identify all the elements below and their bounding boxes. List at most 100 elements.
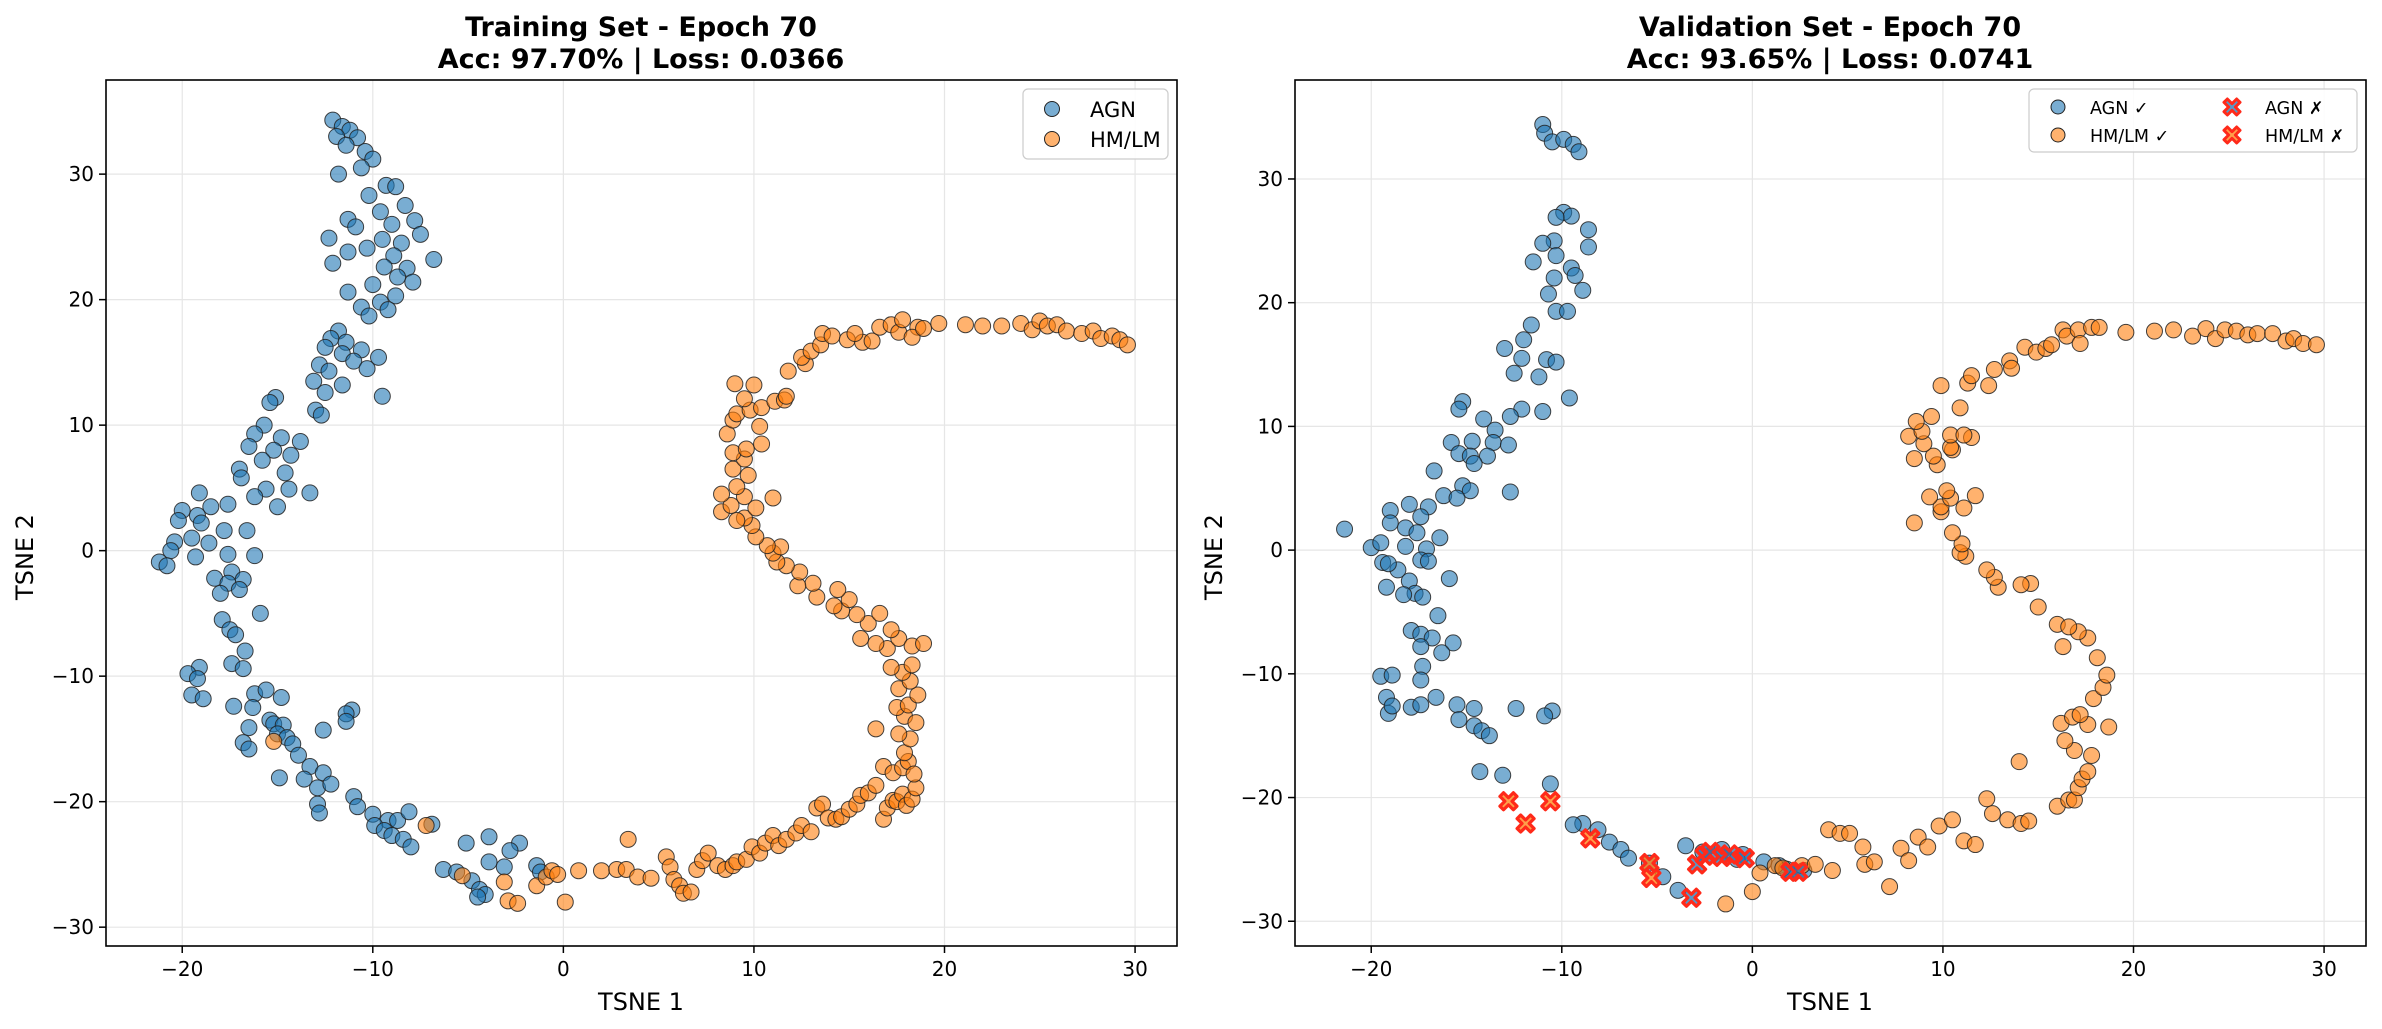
- validation-point-hm-lm: [1966, 836, 1984, 854]
- validation-point-agn: [1560, 389, 1578, 407]
- validation-x-tick-label: 30: [2311, 957, 2336, 981]
- training-legend-label-hmlm: HM/LM: [1090, 128, 1161, 152]
- training-point-hm-lm: [823, 327, 841, 345]
- training-point-agn: [316, 338, 334, 356]
- training-point-hm-lm: [751, 417, 769, 435]
- validation-point-hm-lm: [1865, 853, 1883, 871]
- validation-point-agn: [1429, 607, 1447, 625]
- validation-point-hm-lm: [1983, 805, 2001, 823]
- validation-point-hm-lm: [2264, 325, 2282, 343]
- validation-point-hm-lm-misclassified: [1580, 828, 1601, 849]
- training-point-agn: [257, 681, 275, 699]
- validation-point-hm-lm: [2100, 718, 2118, 736]
- validation-point-hm-lm: [2117, 323, 2135, 341]
- validation-point-agn: [1478, 447, 1496, 465]
- validation-point-agn: [1515, 331, 1533, 349]
- training-point-agn: [339, 283, 357, 301]
- validation-y-tick-label: −30: [1241, 909, 1283, 933]
- training-point-hm-lm: [739, 466, 757, 484]
- validation-point-agn: [1412, 696, 1430, 714]
- training-point-agn: [265, 441, 283, 459]
- training-point-agn: [211, 584, 229, 602]
- training-point-agn: [194, 690, 212, 708]
- training-point-agn: [183, 529, 201, 547]
- training-point-hm-lm: [745, 376, 763, 394]
- training-legend: AGN HM/LM: [1022, 88, 1169, 160]
- training-point-agn: [280, 480, 298, 498]
- training-point-agn: [169, 512, 187, 530]
- training-point-agn: [387, 287, 405, 305]
- validation-point-hm-lm: [1900, 852, 1918, 870]
- validation-point-hm-lm: [1923, 408, 1941, 426]
- training-point-agn: [387, 178, 405, 196]
- training-legend-marker-hmlm: [1044, 131, 1060, 147]
- training-point-agn: [402, 838, 420, 856]
- training-point-hm-lm: [907, 714, 925, 732]
- training-point-hm-lm: [495, 873, 513, 891]
- training-point-agn: [291, 432, 309, 450]
- training-point-hm-lm: [779, 362, 797, 380]
- validation-point-agn: [1530, 368, 1548, 386]
- training-point-agn: [469, 888, 487, 906]
- validation-point-hm-lm: [1892, 839, 1910, 857]
- training-point-hm-lm: [764, 489, 782, 507]
- validation-point-agn: [1383, 666, 1401, 684]
- training-point-agn: [232, 469, 250, 487]
- training-point-agn: [364, 276, 382, 294]
- training-point-hm-lm: [871, 604, 889, 622]
- training-legend-marker-agn: [1044, 101, 1060, 117]
- validation-point-hm-lm: [2084, 690, 2102, 708]
- validation-point-agn: [1381, 514, 1399, 532]
- training-point-agn: [316, 384, 334, 402]
- validation-point-agn: [1433, 644, 1451, 662]
- training-point-agn: [385, 247, 403, 265]
- validation-point-hm-lm: [2088, 649, 2106, 667]
- validation-point-agn: [1444, 634, 1462, 652]
- training-x-tick-label: 0: [557, 957, 570, 981]
- validation-y-tick-label: 0: [1270, 538, 1283, 562]
- training-point-hm-lm: [642, 869, 660, 887]
- training-point-agn: [373, 230, 391, 248]
- training-point-agn: [411, 225, 429, 243]
- training-x-tick-label: −20: [161, 957, 203, 981]
- training-legend-label-agn: AGN: [1090, 98, 1136, 122]
- validation-point-agn-misclassified: [1734, 848, 1755, 869]
- validation-point-hm-lm: [1953, 535, 1971, 553]
- validation-point-hm-lm: [1806, 855, 1824, 873]
- training-point-agn: [337, 712, 355, 730]
- training-point-agn: [322, 775, 340, 793]
- training-point-agn: [236, 642, 254, 660]
- validation-point-hm-lm: [1951, 399, 1969, 417]
- validation-point-hm-lm: [1955, 499, 1973, 517]
- validation-point-agn: [1496, 339, 1514, 357]
- validation-point-agn: [1448, 489, 1466, 507]
- training-point-agn: [404, 273, 422, 291]
- validation-point-hm-lm: [2060, 618, 2078, 636]
- training-point-hm-lm: [802, 823, 820, 841]
- training-point-hm-lm: [1118, 336, 1136, 354]
- training-title-line1: Training Set - Epoch 70: [465, 12, 817, 43]
- validation-x-axis-label: TSNE 1: [1786, 988, 1873, 1016]
- training-point-agn: [310, 804, 328, 822]
- validation-point-agn: [1377, 578, 1395, 596]
- validation-y-axis-label: TSNE 2: [1200, 514, 1228, 601]
- validation-point-agn: [1465, 699, 1483, 717]
- training-point-agn: [240, 740, 258, 758]
- training-point-agn: [495, 858, 513, 876]
- validation-point-agn: [1372, 534, 1390, 552]
- training-point-agn: [358, 239, 376, 257]
- training-point-hm-lm: [509, 894, 527, 912]
- validation-point-agn: [1524, 253, 1542, 271]
- validation-point-hm-lm: [1985, 360, 2003, 378]
- validation-point-agn: [1564, 816, 1582, 834]
- validation-point-hm-lm: [1907, 412, 1925, 430]
- training-y-tick-label: 20: [69, 288, 94, 312]
- training-point-agn: [272, 688, 290, 706]
- validation-point-agn: [1619, 849, 1637, 867]
- validation-point-hm-lm: [2307, 336, 2325, 354]
- training-x-tick-label: −10: [352, 957, 394, 981]
- validation-point-agn: [1419, 552, 1437, 570]
- validation-legend-marker-agn-misclassified: [2222, 97, 2242, 117]
- training-point-agn: [339, 243, 357, 261]
- validation-point-hm-lm-misclassified: [1639, 853, 1660, 874]
